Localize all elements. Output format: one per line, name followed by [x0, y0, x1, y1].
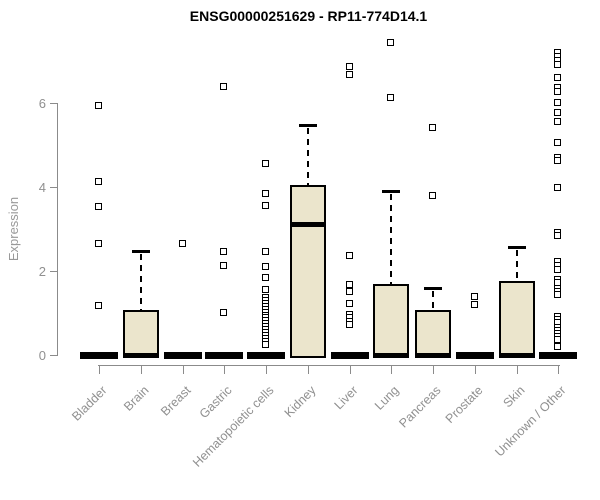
outlier-point [345, 280, 353, 288]
outlier-point [95, 203, 103, 211]
outlier-point [262, 159, 270, 167]
whisker-cap [298, 123, 317, 127]
whisker-cap [507, 246, 526, 250]
median-line [415, 353, 452, 358]
outlier-point [345, 70, 353, 78]
y-tick [50, 187, 57, 188]
x-tick [141, 365, 143, 374]
outlier-point [554, 335, 562, 343]
collapsed-box [539, 352, 578, 359]
median-line [498, 353, 535, 358]
outlier-point [554, 61, 562, 69]
median-line [289, 221, 326, 227]
outlier-point [95, 177, 103, 185]
whisker-line [306, 127, 309, 185]
y-tick-label: 6 [38, 96, 46, 111]
outlier-point [387, 38, 395, 46]
outlier-point [262, 262, 270, 270]
outlier-point [554, 232, 562, 240]
y-tick [50, 355, 57, 356]
outlier-point [220, 248, 228, 256]
outlier-point [470, 293, 478, 301]
outlier-point [220, 309, 228, 316]
outlier-point [262, 201, 270, 209]
outlier-point [345, 321, 353, 329]
whisker-cap [382, 190, 401, 194]
y-axis-label: Expression [6, 196, 21, 262]
outlier-point [262, 248, 270, 256]
outlier-point [554, 73, 562, 81]
outlier-point [554, 266, 562, 274]
collapsed-box [205, 352, 244, 359]
whisker-line [390, 194, 393, 284]
x-tick [349, 365, 351, 374]
outlier-point [554, 138, 562, 146]
outlier-point [554, 343, 562, 351]
x-tick [391, 365, 393, 374]
outlier-point [554, 109, 562, 117]
outlier-point [345, 300, 353, 308]
outlier-point [554, 88, 562, 96]
outlier-point [554, 156, 562, 164]
x-tick [224, 365, 226, 374]
outlier-point [554, 99, 562, 106]
x-tick [182, 365, 184, 374]
outlier-point [95, 301, 103, 309]
boxplot-box [289, 184, 326, 358]
outlier-point [178, 240, 186, 248]
y-axis-line [57, 103, 58, 356]
outlier-point [345, 251, 353, 259]
median-line [373, 353, 410, 358]
y-tick-label: 2 [38, 264, 46, 279]
collapsed-box [330, 352, 369, 359]
median-line [123, 353, 160, 358]
whisker-line [515, 250, 518, 282]
boxplot-box [498, 281, 535, 358]
outlier-point [554, 290, 562, 298]
outlier-point [554, 183, 562, 191]
outlier-point [345, 62, 353, 70]
outlier-point [95, 101, 103, 109]
x-axis-line [97, 365, 560, 366]
y-tick-label: 0 [38, 348, 46, 363]
collapsed-box [163, 352, 202, 359]
outlier-point [554, 117, 562, 125]
outlier-point [345, 288, 353, 295]
y-tick [50, 103, 57, 104]
outlier-point [95, 240, 103, 248]
outlier-point [470, 301, 478, 309]
outlier-point [220, 261, 228, 269]
outlier-point [387, 94, 395, 102]
whisker-cap [132, 249, 151, 253]
whisker-line [140, 253, 143, 311]
outlier-point [429, 191, 437, 199]
x-tick [433, 365, 435, 374]
outlier-point [262, 285, 270, 293]
x-tick [99, 365, 101, 374]
chart-title: ENSG00000251629 - RP11-774D14.1 [189, 8, 428, 24]
y-tick-label: 4 [38, 180, 46, 195]
collapsed-box [80, 352, 119, 359]
outlier-point [220, 83, 228, 91]
x-tick [266, 365, 268, 374]
x-tick [558, 365, 560, 374]
y-tick [50, 271, 57, 272]
boxplot-box [415, 310, 452, 358]
boxplot-box [373, 284, 410, 358]
whisker-line [432, 290, 435, 311]
x-tick [474, 365, 476, 374]
outlier-point [429, 123, 437, 131]
outlier-point [262, 274, 270, 282]
whisker-cap [424, 286, 443, 290]
x-tick [307, 365, 309, 374]
outlier-point [262, 340, 270, 348]
collapsed-box [455, 352, 494, 359]
collapsed-box [247, 352, 286, 359]
outlier-point [262, 190, 270, 198]
boxplot-box [123, 310, 160, 358]
x-tick [516, 365, 518, 374]
